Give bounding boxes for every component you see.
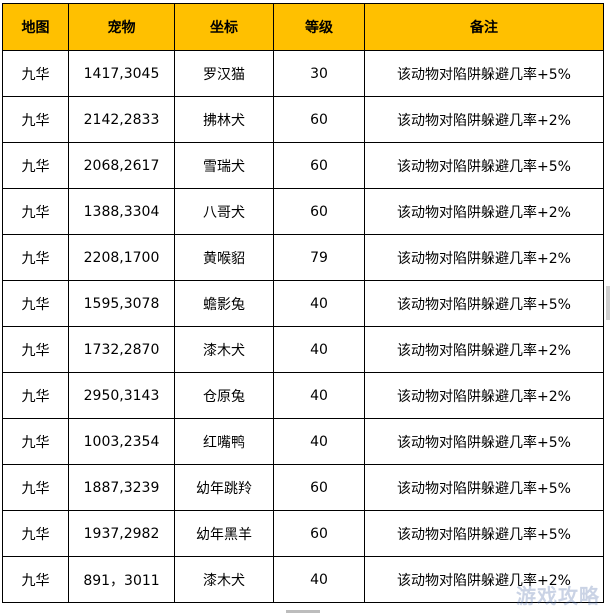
cell-level: 30 (273, 50, 365, 97)
cell-coord: 2142,2833 (68, 96, 175, 143)
table-row: 九华 2068,2617 雪瑞犬 60 该动物对陷阱躲避几率+5% (2, 142, 604, 189)
cell-pet: 蟾影兔 (174, 280, 274, 327)
cell-note: 该动物对陷阱躲避几率+5% (364, 464, 604, 511)
cell-note: 该动物对陷阱躲避几率+5% (364, 510, 604, 557)
cell-pet: 幼年跳羚 (174, 464, 274, 511)
cell-coord: 1937,2982 (68, 510, 175, 557)
header-row: 地图 宠物 坐标 等级 备注 (2, 3, 604, 51)
table-row: 九华 1417,3045 罗汉猫 30 该动物对陷阱躲避几率+5% (2, 50, 604, 97)
cell-level: 40 (273, 280, 365, 327)
cell-level: 40 (273, 556, 365, 603)
cell-level: 40 (273, 418, 365, 465)
cell-map: 九华 (2, 96, 69, 143)
table-row: 九华 2950,3143 仓原兔 40 该动物对陷阱躲避几率+2% (2, 372, 604, 419)
cell-map: 九华 (2, 464, 69, 511)
cell-coord: 2950,3143 (68, 372, 175, 419)
cell-coord: 1887,3239 (68, 464, 175, 511)
cell-note: 该动物对陷阱躲避几率+5% (364, 142, 604, 189)
cell-pet: 拂林犬 (174, 96, 274, 143)
header-coord: 宠物 (68, 3, 175, 51)
table-row: 九华 1732,2870 漆木犬 40 该动物对陷阱躲避几率+2% (2, 326, 604, 373)
cell-pet: 漆木犬 (174, 326, 274, 373)
cell-pet: 漆木犬 (174, 556, 274, 603)
table-body: 九华 1417,3045 罗汉猫 30 该动物对陷阱躲避几率+5% 九华 2142,2833… (2, 50, 604, 603)
cell-map: 九华 (2, 142, 69, 189)
bottom-edge-marker (286, 610, 320, 613)
cell-map: 九华 (2, 234, 69, 281)
table-row: 九华 1003,2354 红嘴鸭 40 该动物对陷阱躲避几率+5% (2, 418, 604, 465)
table-row: 九华 1388,3304 八哥犬 60 该动物对陷阱躲避几率+2% (2, 188, 604, 235)
cell-map: 九华 (2, 510, 69, 557)
pet-location-table: 地图 宠物 坐标 等级 备注 九华 1417,3045 罗汉猫 30 该动物对陷阱躲避几… (2, 3, 604, 603)
cell-pet: 幼年黑羊 (174, 510, 274, 557)
header-pet: 坐标 (174, 3, 274, 51)
cell-note: 该动物对陷阱躲避几率+2% (364, 556, 604, 603)
cell-coord: 2068,2617 (68, 142, 175, 189)
cell-map: 九华 (2, 326, 69, 373)
cell-coord: 1003,2354 (68, 418, 175, 465)
cell-coord: 1417,3045 (68, 50, 175, 97)
cell-map: 九华 (2, 280, 69, 327)
header-map: 地图 (2, 3, 69, 51)
table-row: 九华 2208,1700 黄喉貂 79 该动物对陷阱躲避几率+2% (2, 234, 604, 281)
header-note: 备注 (364, 3, 604, 51)
cell-pet: 黄喉貂 (174, 234, 274, 281)
cell-note: 该动物对陷阱躲避几率+2% (364, 372, 604, 419)
cell-map: 九华 (2, 556, 69, 603)
table-row: 九华 1887,3239 幼年跳羚 60 该动物对陷阱躲避几率+5% (2, 464, 604, 511)
scroll-edge-marker (606, 286, 610, 320)
cell-map: 九华 (2, 188, 69, 235)
cell-level: 40 (273, 326, 365, 373)
cell-map: 九华 (2, 418, 69, 465)
cell-map: 九华 (2, 50, 69, 97)
cell-pet: 罗汉猫 (174, 50, 274, 97)
cell-pet: 仓原兔 (174, 372, 274, 419)
cell-pet: 红嘴鸭 (174, 418, 274, 465)
cell-level: 40 (273, 372, 365, 419)
table-row: 九华 1595,3078 蟾影兔 40 该动物对陷阱躲避几率+5% (2, 280, 604, 327)
cell-pet: 八哥犬 (174, 188, 274, 235)
cell-map: 九华 (2, 372, 69, 419)
cell-level: 60 (273, 464, 365, 511)
cell-level: 79 (273, 234, 365, 281)
table-row: 九华 2142,2833 拂林犬 60 该动物对陷阱躲避几率+2% (2, 96, 604, 143)
cell-note: 该动物对陷阱躲避几率+5% (364, 280, 604, 327)
cell-note: 该动物对陷阱躲避几率+2% (364, 96, 604, 143)
cell-pet: 雪瑞犬 (174, 142, 274, 189)
cell-coord: 891，3011 (68, 556, 175, 603)
cell-note: 该动物对陷阱躲避几率+5% (364, 50, 604, 97)
header-level: 等级 (273, 3, 365, 51)
table-row: 九华 891，3011 漆木犬 40 该动物对陷阱躲避几率+2% (2, 556, 604, 603)
cell-note: 该动物对陷阱躲避几率+5% (364, 418, 604, 465)
cell-note: 该动物对陷阱躲避几率+2% (364, 188, 604, 235)
cell-coord: 2208,1700 (68, 234, 175, 281)
cell-level: 60 (273, 188, 365, 235)
table-row: 九华 1937,2982 幼年黑羊 60 该动物对陷阱躲避几率+5% (2, 510, 604, 557)
cell-level: 60 (273, 142, 365, 189)
cell-coord: 1595,3078 (68, 280, 175, 327)
cell-coord: 1732,2870 (68, 326, 175, 373)
cell-note: 该动物对陷阱躲避几率+2% (364, 234, 604, 281)
cell-level: 60 (273, 510, 365, 557)
cell-note: 该动物对陷阱躲避几率+2% (364, 326, 604, 373)
cell-coord: 1388,3304 (68, 188, 175, 235)
cell-level: 60 (273, 96, 365, 143)
